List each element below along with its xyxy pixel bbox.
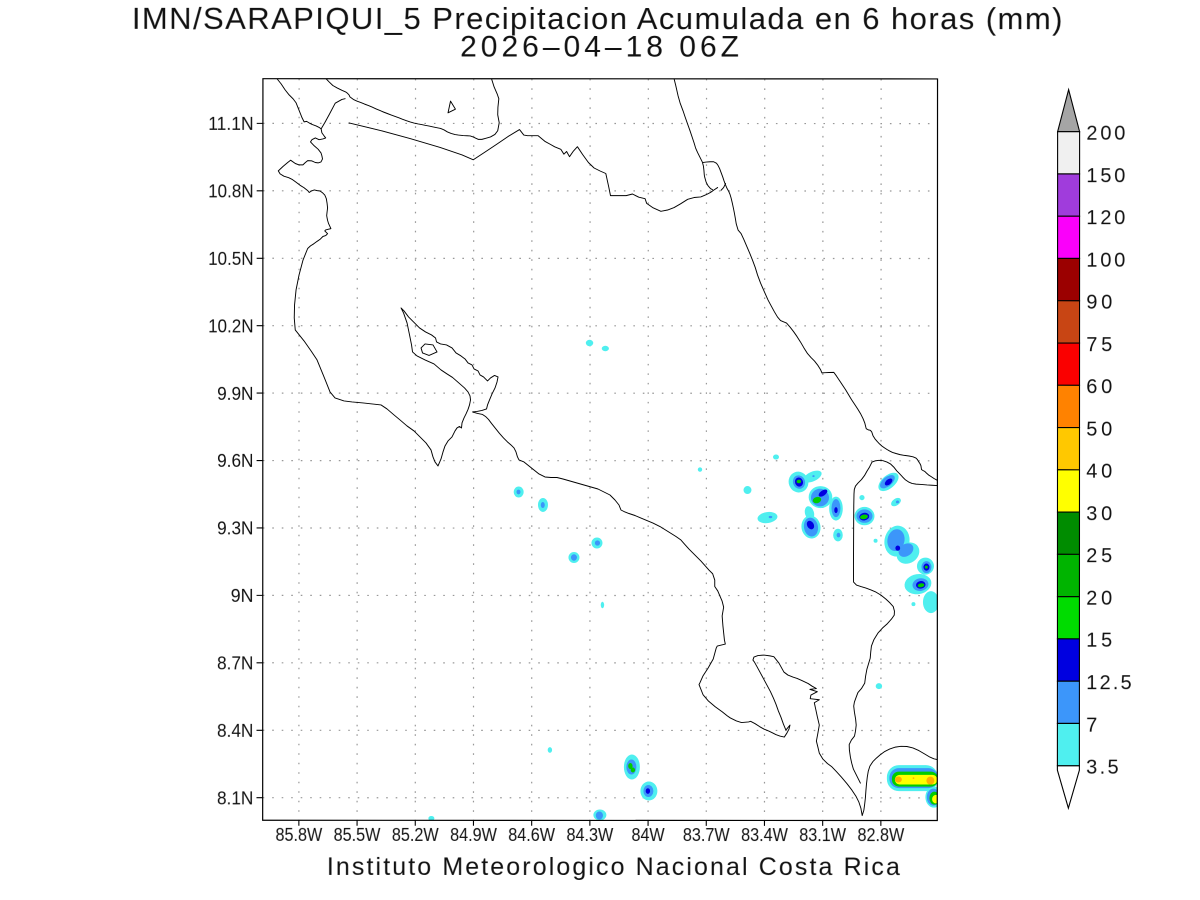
svg-text:84.3W: 84.3W bbox=[566, 825, 613, 845]
svg-text:10.5N: 10.5N bbox=[208, 249, 253, 269]
svg-text:8.7N: 8.7N bbox=[217, 653, 253, 673]
svg-text:10.8N: 10.8N bbox=[208, 181, 253, 201]
svg-text:9.9N: 9.9N bbox=[217, 384, 253, 404]
svg-text:83.4W: 83.4W bbox=[741, 825, 788, 845]
svg-text:83.7W: 83.7W bbox=[683, 825, 730, 845]
svg-text:2026–04–18 06Z: 2026–04–18 06Z bbox=[460, 30, 743, 63]
svg-text:82.8W: 82.8W bbox=[857, 825, 904, 845]
svg-text:11.1N: 11.1N bbox=[208, 114, 253, 134]
svg-text:83.1W: 83.1W bbox=[799, 825, 846, 845]
svg-text:7: 7 bbox=[1086, 714, 1097, 736]
svg-text:84.9W: 84.9W bbox=[450, 825, 497, 845]
svg-text:100: 100 bbox=[1086, 249, 1125, 271]
svg-text:12.5: 12.5 bbox=[1086, 672, 1131, 694]
svg-text:85.5W: 85.5W bbox=[334, 825, 381, 845]
svg-text:8.4N: 8.4N bbox=[217, 721, 253, 741]
svg-text:IMN/SARAPIQUI_5 Precipitacion: IMN/SARAPIQUI_5 Precipitacion Acumulada … bbox=[132, 1, 1064, 36]
svg-text:85.2W: 85.2W bbox=[392, 825, 439, 845]
svg-text:3.5: 3.5 bbox=[1086, 757, 1118, 779]
svg-text:Instituto Meteorologico Nacion: Instituto Meteorologico Nacional Costa R… bbox=[327, 853, 900, 881]
svg-text:9.3N: 9.3N bbox=[217, 518, 253, 538]
svg-text:8.1N: 8.1N bbox=[217, 788, 253, 808]
svg-text:150: 150 bbox=[1086, 165, 1125, 187]
svg-text:10.2N: 10.2N bbox=[208, 316, 253, 336]
svg-text:84.6W: 84.6W bbox=[508, 825, 555, 845]
svg-text:120: 120 bbox=[1086, 207, 1125, 229]
svg-text:9.6N: 9.6N bbox=[217, 451, 253, 471]
svg-text:85.8W: 85.8W bbox=[275, 825, 322, 845]
svg-text:84W: 84W bbox=[631, 825, 664, 845]
svg-text:9N: 9N bbox=[231, 586, 254, 606]
svg-text:200: 200 bbox=[1086, 123, 1125, 145]
